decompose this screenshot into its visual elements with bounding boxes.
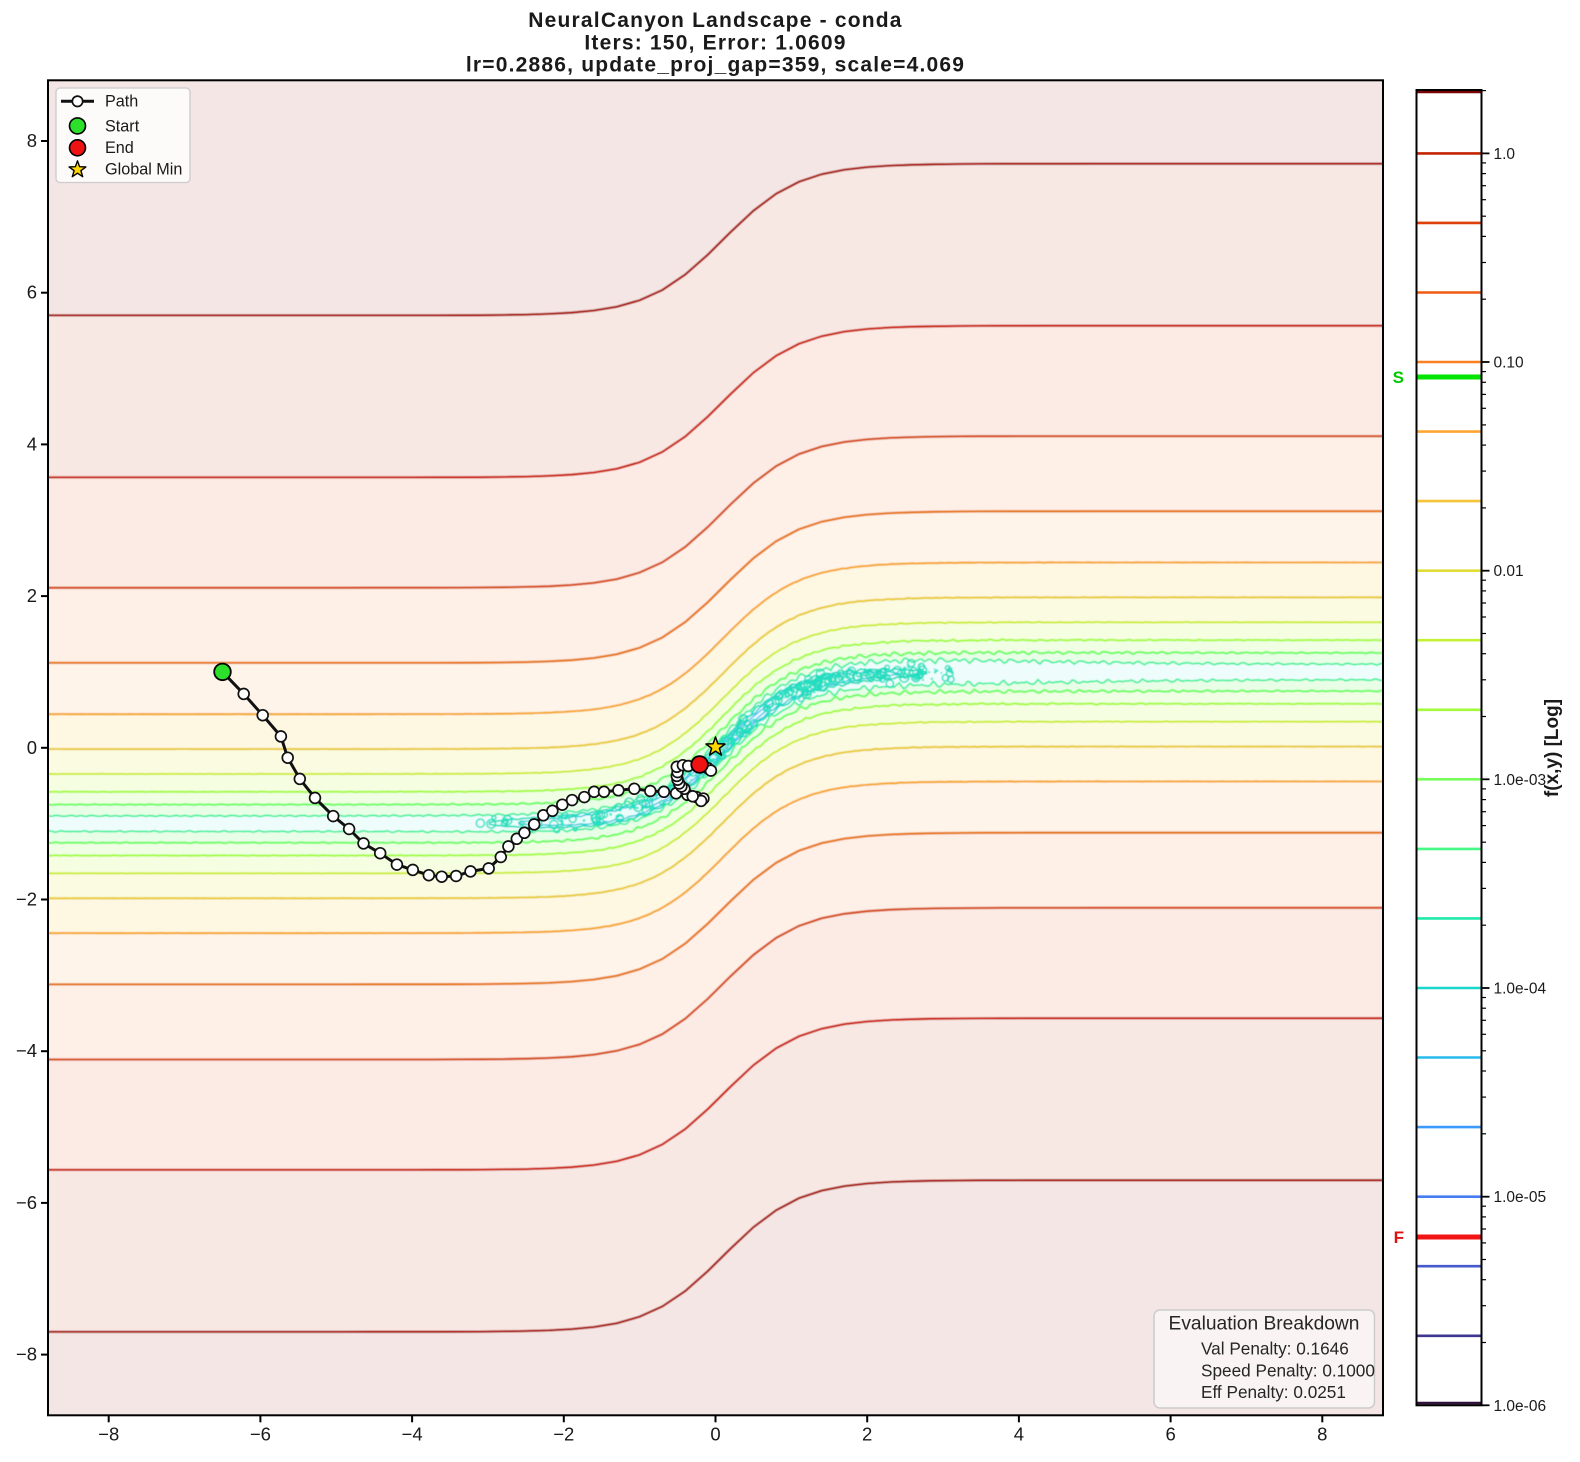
- svg-text:6: 6: [27, 282, 37, 303]
- svg-text:1.0e-06: 1.0e-06: [1494, 1398, 1547, 1415]
- svg-text:−8: −8: [98, 1423, 119, 1444]
- svg-text:−4: −4: [16, 1040, 37, 1061]
- svg-text:1.0e-05: 1.0e-05: [1494, 1189, 1547, 1206]
- svg-text:2: 2: [862, 1423, 872, 1444]
- svg-text:Global Min: Global Min: [105, 161, 182, 179]
- svg-text:Val Penalty: 0.1646: Val Penalty: 0.1646: [1201, 1339, 1349, 1359]
- svg-text:4: 4: [27, 433, 37, 454]
- svg-text:6: 6: [1165, 1423, 1175, 1444]
- svg-text:F: F: [1394, 1228, 1404, 1247]
- svg-text:Eff Penalty: 0.0251: Eff Penalty: 0.0251: [1201, 1382, 1346, 1402]
- svg-text:End: End: [105, 139, 134, 157]
- svg-text:−6: −6: [250, 1423, 271, 1444]
- svg-text:Start: Start: [105, 117, 140, 135]
- svg-text:8: 8: [27, 130, 37, 151]
- svg-text:−2: −2: [16, 889, 37, 910]
- svg-text:2: 2: [27, 585, 37, 606]
- svg-text:1.0: 1.0: [1494, 146, 1516, 163]
- svg-text:Evaluation Breakdown: Evaluation Breakdown: [1169, 1314, 1360, 1335]
- svg-text:−2: −2: [553, 1423, 574, 1444]
- svg-text:f(x,y) [Log]: f(x,y) [Log]: [1542, 699, 1563, 797]
- svg-text:0: 0: [27, 737, 37, 758]
- svg-text:0.01: 0.01: [1494, 563, 1524, 580]
- svg-text:1.0e-04: 1.0e-04: [1494, 981, 1547, 998]
- svg-text:Iters: 150, Error: 1.0609: Iters: 150, Error: 1.0609: [584, 31, 846, 54]
- svg-text:0.10: 0.10: [1494, 355, 1525, 372]
- svg-text:−4: −4: [402, 1423, 423, 1444]
- svg-text:1.0e-03: 1.0e-03: [1494, 772, 1547, 789]
- svg-text:S: S: [1393, 368, 1404, 387]
- svg-text:8: 8: [1317, 1423, 1327, 1444]
- svg-text:−8: −8: [16, 1344, 37, 1365]
- svg-text:NeuralCanyon Landscape - conda: NeuralCanyon Landscape - conda: [528, 9, 902, 32]
- svg-text:lr=0.2886, update_proj_gap=359: lr=0.2886, update_proj_gap=359, scale=4.…: [466, 53, 965, 76]
- svg-text:Speed Penalty: 0.1000: Speed Penalty: 0.1000: [1201, 1361, 1375, 1381]
- svg-text:Path: Path: [105, 93, 138, 111]
- svg-text:0: 0: [710, 1423, 720, 1444]
- svg-text:4: 4: [1014, 1423, 1024, 1444]
- svg-text:−6: −6: [16, 1192, 37, 1213]
